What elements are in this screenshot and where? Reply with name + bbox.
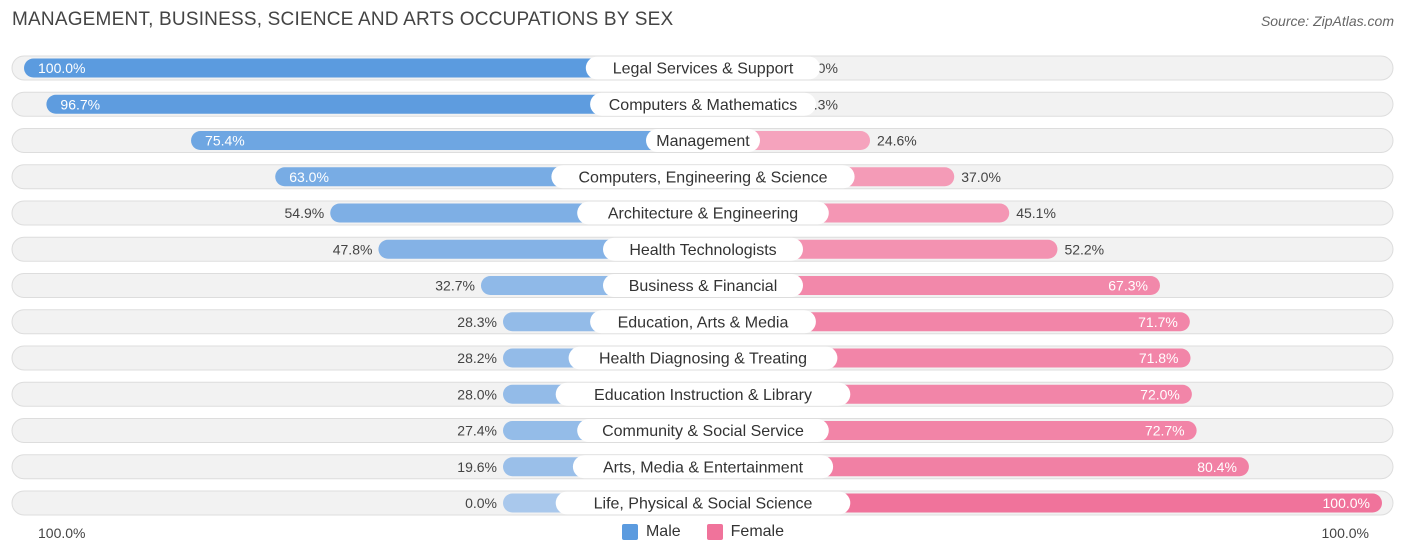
source-note: Source: ZipAtlas.com <box>1260 13 1394 29</box>
category-label: Legal Services & Support <box>613 61 794 78</box>
male-value-label: 19.6% <box>457 459 497 475</box>
category-label: Architecture & Engineering <box>608 206 798 223</box>
female-value-label: 45.1% <box>1016 205 1056 221</box>
male-value-label: 28.3% <box>457 314 497 330</box>
male-value-label: 75.4% <box>205 133 245 149</box>
legend-item-male: Male <box>621 523 681 541</box>
female-value-label: 67.3% <box>1108 278 1148 294</box>
female-value-label: 37.0% <box>961 169 1001 185</box>
category-label-bg <box>568 346 838 370</box>
legend-item-female: Female <box>706 523 785 541</box>
category-label-bg <box>603 274 803 297</box>
male-bar <box>46 94 704 114</box>
category-label: Education, Arts & Media <box>618 314 789 331</box>
male-value-label: 100.0% <box>38 60 85 76</box>
category-label-bg <box>555 382 851 406</box>
category-label: Health Diagnosing & Treating <box>599 351 807 368</box>
category-label-bg <box>590 310 816 334</box>
axis-right-label: 100.0% <box>1321 525 1369 541</box>
category-label-bg <box>577 201 829 225</box>
female-value-label: 24.6% <box>877 133 917 149</box>
male-value-label: 96.7% <box>60 96 100 112</box>
female-bar <box>703 457 1249 477</box>
category-label: Community & Social Service <box>602 423 804 440</box>
female-bar <box>703 276 1160 295</box>
category-label-bg <box>646 129 760 152</box>
axis-left-label: 100.0% <box>38 525 86 541</box>
diverging-bar-chart: 100.0% 0.0% Legal Services & Support 96.7% 3… <box>11 55 1394 516</box>
category-label: Management <box>656 133 750 150</box>
category-label: Health Technologists <box>629 242 776 259</box>
male-value-label: 32.7% <box>435 278 475 294</box>
category-label-bg <box>603 237 803 261</box>
legend: Male Female <box>0 523 1406 541</box>
female-value-label: 71.7% <box>1138 314 1178 330</box>
female-bar <box>703 312 1190 332</box>
category-label-bg <box>585 56 821 80</box>
category-label: Life, Physical & Social Science <box>594 496 813 513</box>
male-bar <box>191 131 703 150</box>
legend-label-male: Male <box>645 523 681 540</box>
category-label: Business & Financial <box>629 278 778 295</box>
male-value-label: 63.0% <box>289 169 329 185</box>
female-bar <box>703 493 1382 513</box>
male-value-label: 54.9% <box>285 205 325 221</box>
category-label: Education Instruction & Library <box>594 387 812 404</box>
female-value-label: 72.0% <box>1140 386 1180 402</box>
male-value-label: 28.0% <box>457 386 497 402</box>
category-label: Arts, Media & Entertainment <box>603 459 804 476</box>
category-label: Computers, Engineering & Science <box>578 169 827 186</box>
category-label-bg <box>590 92 816 116</box>
female-value-label: 100.0% <box>1323 495 1370 511</box>
category-label-bg <box>555 491 851 515</box>
chart-title: MANAGEMENT, BUSINESS, SCIENCE AND ARTS O… <box>12 9 674 30</box>
male-value-label: 47.8% <box>333 241 373 257</box>
female-value-label: 80.4% <box>1197 459 1237 475</box>
female-value-label: 52.2% <box>1064 241 1104 257</box>
male-swatch <box>621 524 638 540</box>
female-swatch <box>706 524 723 540</box>
male-value-label: 0.0% <box>465 495 497 511</box>
male-value-label: 27.4% <box>457 423 497 439</box>
category-label-bg <box>551 165 855 189</box>
legend-label-female: Female <box>730 523 785 540</box>
male-bar <box>24 58 703 78</box>
category-label-bg <box>577 419 829 442</box>
category-label-bg <box>572 455 834 479</box>
male-value-label: 28.2% <box>457 350 497 366</box>
female-value-label: 71.8% <box>1139 350 1179 366</box>
female-value-label: 72.7% <box>1145 423 1185 439</box>
category-label: Computers & Mathematics <box>609 97 798 114</box>
